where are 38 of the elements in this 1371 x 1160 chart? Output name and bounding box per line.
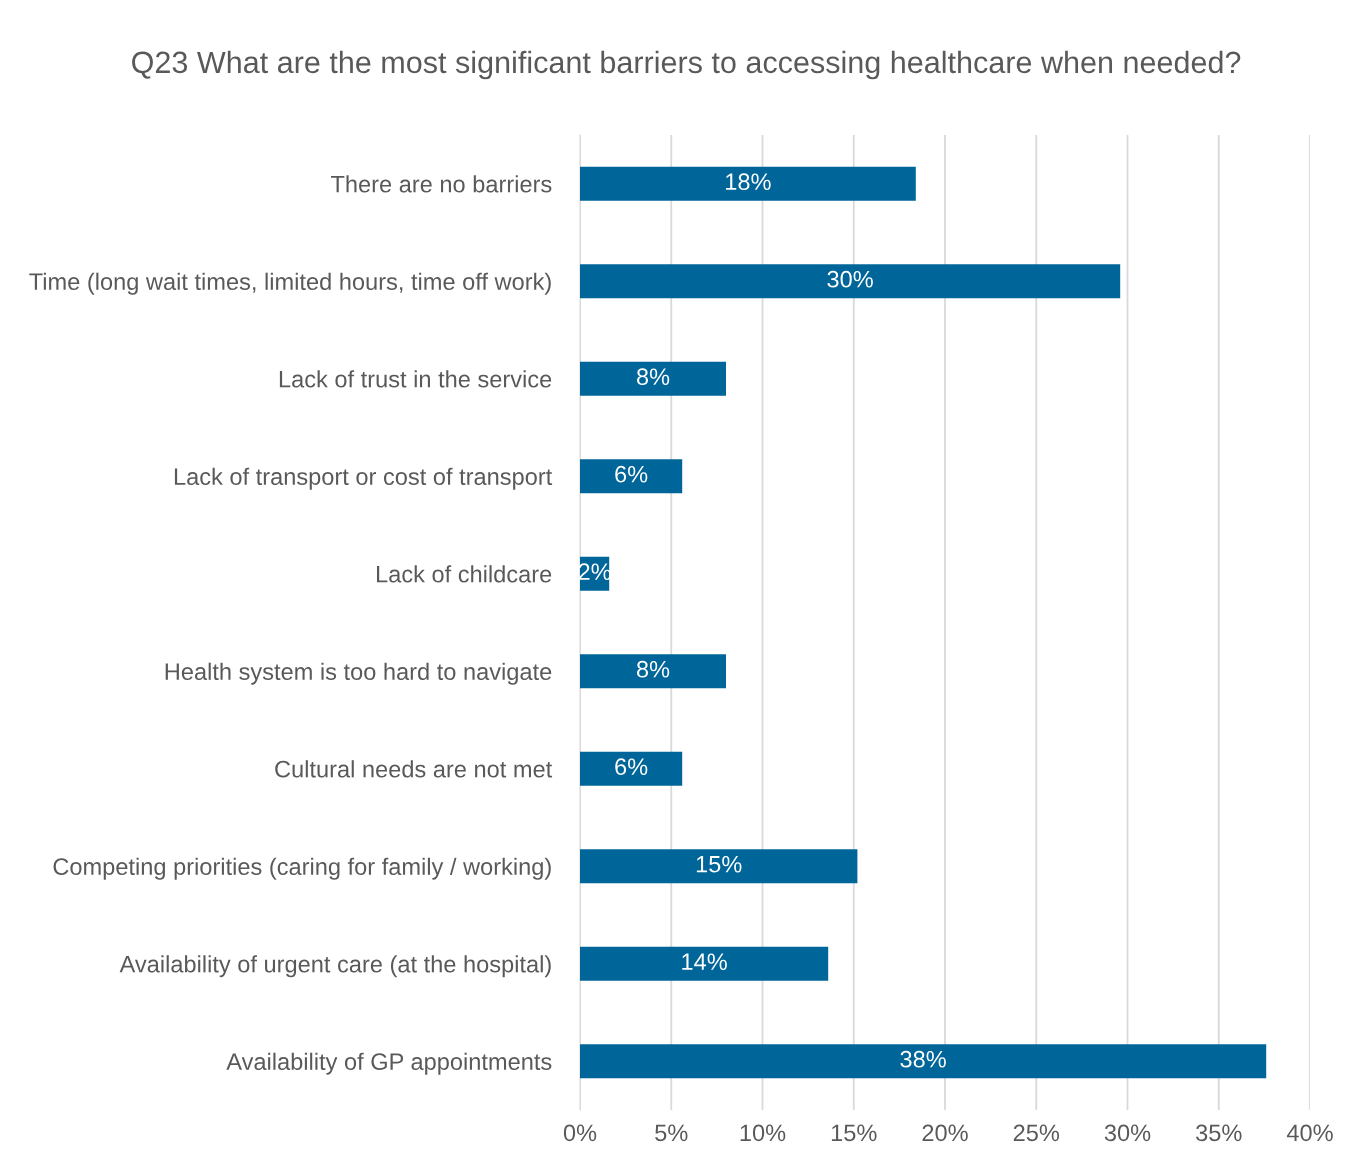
- data-label: 6%: [615, 758, 648, 776]
- y-tick-label: Lack of trust in the service: [279, 370, 552, 388]
- bar: [580, 459, 683, 494]
- data-label: 14%: [682, 953, 727, 970]
- bar: [580, 849, 858, 884]
- data-label: 8%: [636, 660, 670, 678]
- data-label: 30%: [827, 270, 873, 288]
- x-tick-label: 10%: [740, 1124, 786, 1142]
- x-tick-label: 20%: [922, 1124, 968, 1142]
- bar: [580, 751, 683, 786]
- y-tick-label: Time (long wait times, limited hours, time off work): [29, 272, 551, 295]
- x-tick-label: 0%: [563, 1124, 597, 1142]
- y-tick-label: Competing priorities (caring for family / working): [53, 857, 551, 880]
- x-tick-label: 25%: [1013, 1124, 1060, 1142]
- x-tick-label: 15%: [831, 1124, 877, 1142]
- bar: [580, 946, 829, 981]
- data-label: 18%: [726, 173, 771, 191]
- data-label: 38%: [900, 1050, 946, 1068]
- y-tick-label: Lack of childcare: [376, 565, 552, 583]
- x-tick-label: 30%: [1104, 1124, 1151, 1142]
- y-tick-label: Lack of transport or cost of transport: [174, 467, 553, 490]
- data-label: 15%: [696, 855, 742, 873]
- y-tick-label: Availability of urgent care (at the hospital): [119, 955, 551, 978]
- bar: [580, 361, 726, 396]
- chart-title: Q23 What are the most significant barriers to accessing healthcare when needed?: [132, 50, 1241, 80]
- x-tick-label: 40%: [1286, 1124, 1333, 1142]
- bar: [580, 264, 1121, 299]
- bar: [580, 1044, 1267, 1079]
- y-tick-label: Availability of GP appointments: [226, 1052, 552, 1075]
- x-tick-label: 5%: [655, 1124, 688, 1142]
- bar: [580, 654, 726, 689]
- data-label: 6%: [615, 465, 648, 483]
- data-label: 8%: [636, 368, 670, 386]
- y-tick-label: Health system is too hard to navigate: [165, 662, 552, 685]
- x-tick-label: 35%: [1196, 1124, 1242, 1142]
- bar: [580, 166, 916, 201]
- y-tick-label: There are no barriers: [330, 175, 552, 193]
- y-tick-label: Cultural needs are not met: [275, 760, 553, 778]
